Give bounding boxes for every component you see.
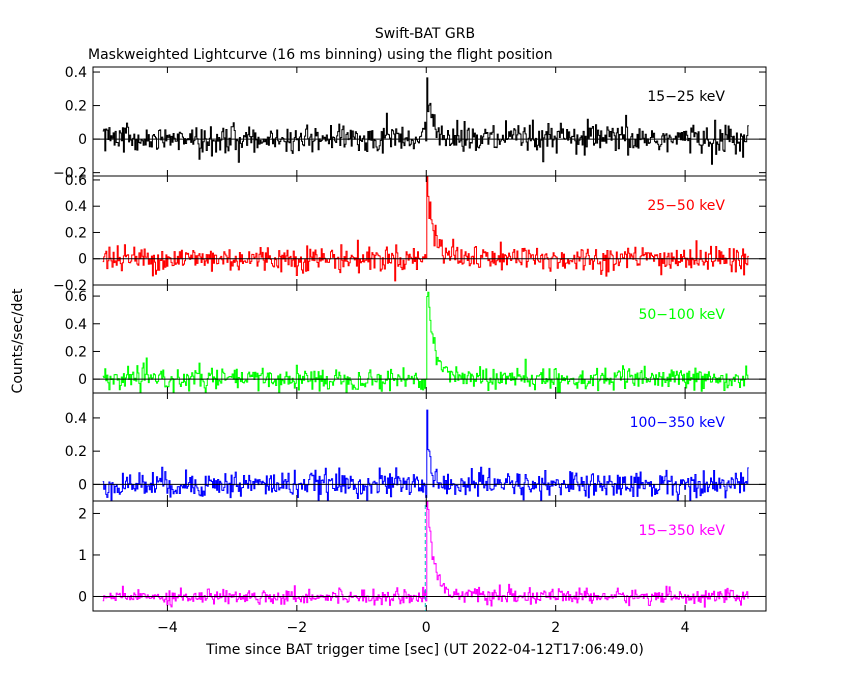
y-tick-label-2-0: 0.6 bbox=[65, 173, 87, 189]
panels: 0.4 0.2 0 −0.2 15−25 keV 0.6 0.4 0.2 0 −0.2 25−50 … bbox=[53, 65, 767, 636]
y-tick-label-2-2: 0.2 bbox=[65, 225, 87, 241]
y-tick-label-4-1: 0.2 bbox=[65, 444, 87, 460]
chart-title: Swift-BAT GRB bbox=[375, 26, 475, 42]
x-tick-label-4: 4 bbox=[681, 620, 690, 636]
x-tick-label-3: 2 bbox=[551, 620, 560, 636]
series-line-5 bbox=[102, 500, 749, 608]
x-tick-label-2: 0 bbox=[422, 620, 431, 636]
panel-frame-1 bbox=[92, 66, 767, 177]
series-name-3: 50−100 keV bbox=[638, 307, 725, 323]
series-line-4 bbox=[102, 409, 749, 502]
panel-5: 2 1 0 15−350 keV bbox=[78, 500, 767, 612]
panel-4: 0.4 0.2 0 100−350 keV bbox=[65, 392, 767, 502]
panel-3: 0.6 0.4 0.2 0 50−100 keV bbox=[65, 284, 767, 394]
x-axis-label: Time since BAT trigger time [sec] (UT 20… bbox=[205, 642, 644, 658]
y-axis-label: Counts/sec/det bbox=[10, 288, 26, 393]
y-tick-label-2-1: 0.4 bbox=[65, 199, 87, 215]
y-tick-label-1-1: 0.2 bbox=[65, 99, 87, 115]
panel-frame-5 bbox=[92, 500, 767, 612]
series-name-2: 25−50 keV bbox=[647, 198, 725, 214]
y-tick-label-3-0: 0.6 bbox=[65, 289, 87, 305]
x-tick-label-0: −4 bbox=[157, 620, 178, 636]
panel-1: 0.4 0.2 0 −0.2 15−25 keV bbox=[53, 65, 767, 182]
series-name-5: 15−350 keV bbox=[638, 523, 725, 539]
series-name-4: 100−350 keV bbox=[630, 415, 726, 431]
y-tick-label-4-0: 0.4 bbox=[65, 411, 87, 427]
y-tick-label-1-0: 0.4 bbox=[65, 65, 87, 81]
y-tick-label-5-2: 0 bbox=[78, 589, 87, 605]
y-tick-label-5-0: 2 bbox=[78, 506, 87, 522]
y-tick-label-1-3: −0.2 bbox=[53, 166, 87, 182]
panel-frame-2 bbox=[92, 175, 767, 286]
y-tick-label-3-2: 0.2 bbox=[65, 344, 87, 360]
y-tick-label-3-1: 0.4 bbox=[65, 317, 87, 333]
y-tick-label-3-3: 0 bbox=[78, 372, 87, 388]
chart-subtitle: Maskweighted Lightcurve (16 ms binning) … bbox=[88, 47, 553, 63]
y-tick-label-1-2: 0 bbox=[78, 132, 87, 148]
panel-2: 0.6 0.4 0.2 0 −0.2 25−50 keV bbox=[53, 173, 767, 294]
series-name-1: 15−25 keV bbox=[647, 89, 725, 105]
x-tick-label-1: −2 bbox=[287, 620, 308, 636]
series-line-2 bbox=[102, 175, 749, 282]
y-tick-label-5-1: 1 bbox=[78, 548, 87, 564]
y-tick-label-2-3: 0 bbox=[78, 252, 87, 268]
y-tick-label-4-2: 0 bbox=[78, 477, 87, 493]
y-tick-label-2-4: −0.2 bbox=[53, 278, 87, 294]
